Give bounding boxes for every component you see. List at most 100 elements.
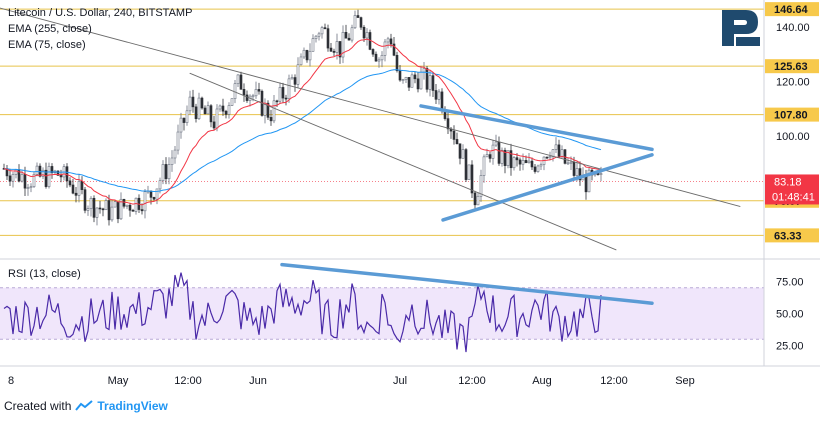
candle [452, 130, 456, 140]
candle [587, 169, 591, 193]
candle [197, 97, 201, 120]
candle [428, 75, 432, 90]
candle [230, 98, 234, 106]
candle [326, 28, 330, 49]
candle [35, 165, 39, 175]
candle [218, 105, 222, 110]
ema-255-line [3, 69, 602, 193]
candle [356, 15, 360, 18]
candle [323, 27, 327, 29]
candle [71, 184, 75, 194]
candle [143, 191, 147, 212]
candle [83, 189, 87, 211]
candle [479, 175, 483, 197]
candle [374, 53, 378, 62]
axes: 146.64125.63107.8076.0763.3380.00100.001… [0, 0, 820, 387]
candle [338, 41, 342, 58]
candle [164, 164, 168, 180]
tradingview-link[interactable]: TradingView [97, 399, 168, 413]
time-tick-label: 12:00 [458, 375, 486, 387]
candle [482, 156, 486, 176]
countdown-label: 01:48:41 [772, 191, 815, 203]
candle [128, 204, 132, 211]
candle [404, 77, 408, 81]
candle [32, 174, 36, 187]
candle [110, 206, 114, 221]
candle [533, 166, 537, 172]
candle [188, 96, 192, 112]
candle [455, 139, 459, 145]
candle [359, 17, 363, 28]
candle [113, 201, 117, 208]
candle [461, 149, 465, 159]
candle [470, 164, 474, 194]
candle [530, 160, 534, 168]
trendline-triangle-upper [419, 104, 654, 152]
candle [242, 89, 246, 96]
candle [131, 209, 135, 212]
price-pane [0, 7, 764, 251]
ema-fast-label: EMA (75, close) [8, 39, 86, 51]
trendline-channel-upper [0, 7, 741, 207]
candle [158, 180, 162, 190]
candle [215, 108, 219, 129]
level-tag [765, 2, 819, 17]
candle [29, 186, 33, 188]
candle [167, 164, 171, 180]
rsi-label: RSI (13, close) [8, 268, 81, 280]
candle [101, 208, 105, 211]
candle [446, 118, 450, 130]
candle [221, 105, 225, 112]
trendline-triangle-lower [441, 153, 654, 222]
candle [545, 156, 549, 159]
candle [125, 204, 129, 207]
candle [95, 207, 99, 218]
candle [488, 154, 492, 159]
candle [509, 150, 513, 169]
candle [236, 74, 240, 85]
candle [503, 149, 507, 166]
created-with-label: Created with [4, 399, 72, 413]
ema-slow-label: EMA (255, close) [8, 23, 92, 35]
candle [266, 102, 270, 118]
candle [227, 105, 231, 115]
candle [437, 91, 441, 100]
candle [77, 180, 81, 196]
candle [296, 64, 300, 85]
candle [281, 87, 285, 99]
candle [395, 54, 399, 71]
candle [317, 33, 321, 37]
level-tag-label: 107.80 [774, 110, 808, 122]
candle [245, 94, 249, 101]
level-tag [765, 107, 819, 122]
candle [26, 187, 30, 189]
candle [194, 106, 198, 120]
candle [251, 95, 255, 98]
candle [416, 78, 420, 90]
candle [572, 161, 576, 176]
time-tick-label: Jun [249, 375, 267, 387]
candle [539, 164, 543, 167]
candle [8, 175, 12, 182]
candle [506, 150, 510, 166]
candle [536, 165, 540, 172]
candle [104, 200, 108, 211]
candle [578, 168, 582, 181]
level-tag-label: 125.63 [774, 61, 808, 73]
candle [233, 83, 237, 99]
candle [152, 197, 156, 200]
candle [254, 89, 258, 97]
candle [134, 197, 138, 212]
candle [320, 27, 324, 35]
time-tick-label: 12:00 [174, 375, 202, 387]
candle [389, 38, 393, 45]
candle [362, 26, 366, 39]
price-tick-label: 120.00 [776, 76, 810, 88]
candle [500, 149, 504, 164]
candle [65, 166, 69, 182]
candle [119, 198, 123, 220]
candle [44, 169, 48, 187]
candle [23, 174, 27, 189]
candle [11, 174, 15, 182]
